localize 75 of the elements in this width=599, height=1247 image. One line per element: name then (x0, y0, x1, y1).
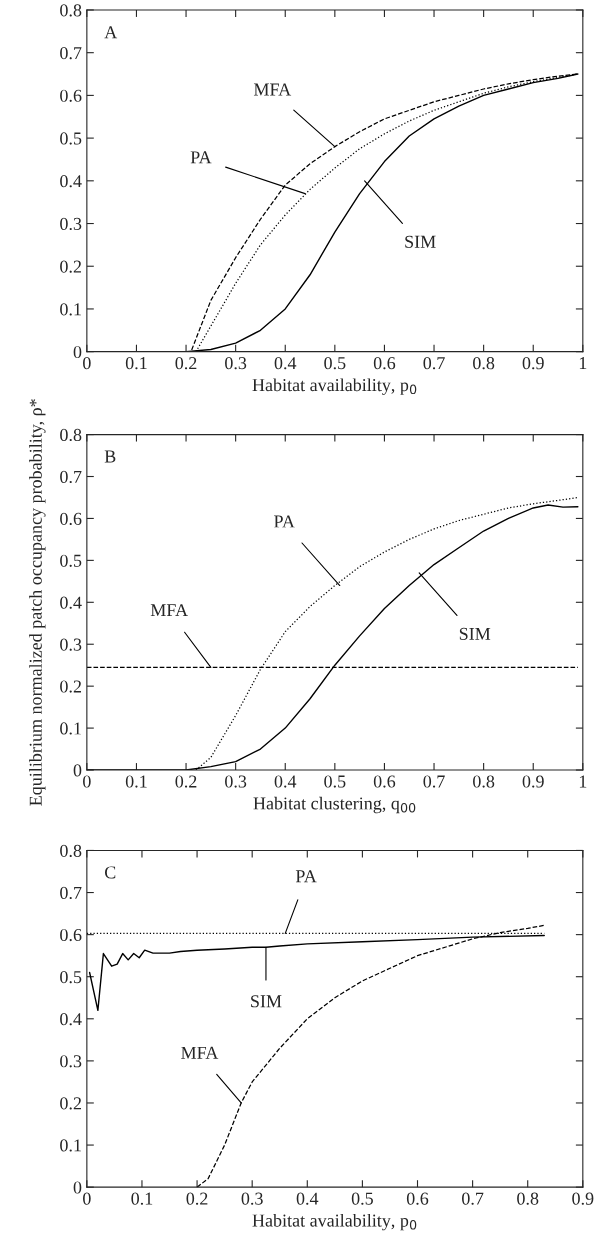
annotation: PA (190, 151, 212, 164)
x-tick-label: 0.2 (175, 357, 197, 370)
x-tick-label: 0.8 (473, 357, 495, 370)
x-tick-label: 0.7 (462, 1192, 484, 1205)
y-tick-label: 0.3 (60, 217, 82, 231)
x-tick-label: 1 (579, 357, 587, 370)
annotation: MFA (253, 83, 292, 96)
x-tick-label: 0.1 (125, 775, 147, 788)
x-tick-label: 0.5 (324, 357, 346, 370)
y-tick-label: 0.4 (60, 175, 82, 188)
y-tick-label: 0 (73, 345, 82, 359)
annotation: MFA (181, 1046, 219, 1059)
y-tick-label: 0.8 (60, 428, 82, 442)
x-tick-label: 0.8 (517, 1192, 539, 1205)
x-tick-label: 0.6 (406, 1192, 429, 1205)
y-tick-label: 0.2 (60, 680, 81, 693)
y-tick-label: 0.3 (60, 1055, 82, 1068)
x-tick-label: 0.7 (423, 357, 445, 370)
y-tick-label: 0.1 (60, 303, 81, 316)
y-tick-label: 0.7 (60, 46, 82, 60)
x-axis-title: Habitat availability, p$_{0}$ (252, 1213, 417, 1231)
annotation: C (104, 866, 116, 879)
annotation: PA (274, 515, 295, 528)
y-tick-label: 0.4 (60, 596, 82, 609)
annotation: MFA (150, 604, 188, 617)
annotation: PA (295, 870, 317, 883)
x-tick-label: 0.6 (373, 775, 396, 788)
x-tick-label: 0.2 (186, 1192, 208, 1205)
x-tick-label: 0.4 (296, 1192, 319, 1205)
x-tick-label: 0.5 (324, 775, 346, 788)
y-tick-label: 0.2 (60, 260, 81, 273)
y-tick-label: 0 (73, 764, 82, 777)
x-tick-label: 0.3 (241, 1192, 263, 1205)
x-tick-label: 0.9 (572, 1192, 594, 1205)
annotation: SIM (459, 627, 491, 640)
y-tick-label: 0.5 (60, 132, 82, 145)
y-tick-label: 0.8 (60, 4, 82, 17)
x-tick-label: 0.1 (125, 357, 147, 370)
x-tick-label: 0.1 (131, 1192, 153, 1205)
x-tick-label: 0.6 (373, 357, 396, 370)
annotation: B (104, 450, 116, 463)
y-tick-label: 0.7 (60, 886, 82, 900)
annotation: SIM (251, 995, 282, 1008)
y-tick-label: 0.4 (60, 1013, 82, 1026)
x-tick-label: 0 (83, 775, 91, 788)
y-tick-label: 0.6 (60, 928, 82, 942)
x-tick-label: 0.3 (225, 775, 247, 788)
x-tick-label: 0.4 (274, 775, 297, 788)
y-axis-title: Equilibrium normalized patch occupancy probability, ρ* (29, 399, 46, 806)
x-tick-label: 0.7 (423, 775, 445, 788)
y-tick-label: 0.1 (60, 1139, 81, 1152)
y-tick-label: 0.5 (60, 554, 82, 567)
x-axis-title: Habitat availability, p$_{0}$ (252, 378, 417, 395)
y-tick-label: 0.8 (60, 844, 82, 857)
x-tick-label: 0 (83, 357, 91, 370)
x-tick-label: 0.4 (274, 357, 297, 370)
y-tick-label: 0.5 (60, 970, 82, 984)
y-tick-label: 0.6 (60, 512, 82, 525)
x-tick-label: 0.9 (522, 775, 544, 788)
annotation: SIM (405, 235, 436, 248)
x-tick-label: 0.3 (225, 357, 247, 370)
y-tick-label: 0.7 (60, 470, 82, 484)
y-tick-label: 0.3 (60, 638, 82, 651)
x-tick-label: 0.5 (351, 1192, 373, 1205)
x-tick-label: 1 (579, 775, 587, 788)
y-tick-label: 0 (73, 1181, 82, 1194)
y-tick-label: 0.2 (60, 1097, 81, 1110)
annotation: A (104, 26, 118, 39)
x-tick-label: 0 (83, 1192, 91, 1205)
x-axis-title: Habitat clustering, q$_{00}$ (253, 796, 416, 814)
x-tick-label: 0.2 (175, 775, 197, 788)
y-tick-label: 0.6 (60, 89, 82, 102)
y-tick-label: 0.1 (60, 722, 81, 735)
x-tick-label: 0.8 (473, 775, 495, 788)
x-tick-label: 0.9 (522, 357, 544, 370)
